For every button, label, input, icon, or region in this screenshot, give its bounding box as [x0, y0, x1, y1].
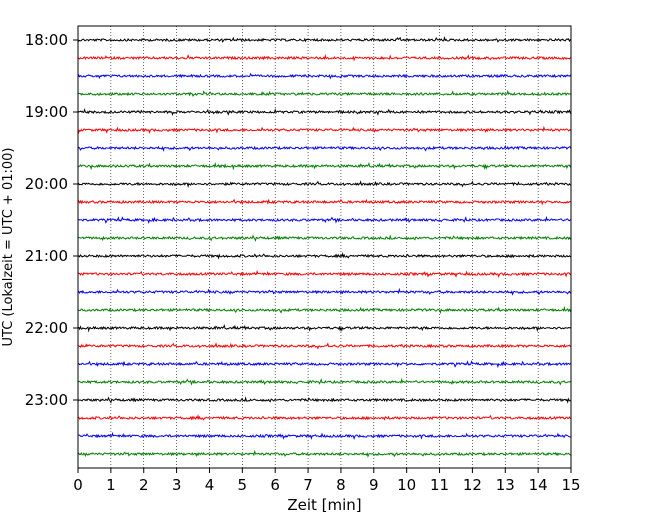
- y-axis-label: UTC (Lokalzeit = UTC + 01:00): [1, 148, 16, 347]
- x-tick-label: 15: [561, 476, 580, 494]
- seismogram-trace: [77, 198, 572, 206]
- seismogram-trace: [77, 324, 572, 333]
- x-tick-label: 12: [463, 476, 482, 494]
- x-tick-label: 5: [238, 476, 248, 494]
- seismogram-trace: [77, 431, 572, 440]
- x-tick-label: 13: [496, 476, 515, 494]
- seismogram-trace: [77, 234, 572, 242]
- seismogram-trace: [77, 396, 572, 404]
- seismogram-trace: [77, 107, 572, 116]
- x-tick-label: 1: [106, 476, 116, 494]
- seismogram-trace: [77, 180, 572, 189]
- seismogram-trace: [77, 377, 572, 386]
- y-tick-label: 23:00: [25, 391, 68, 409]
- x-tick-label: 4: [205, 476, 215, 494]
- x-tick-label: 10: [397, 476, 416, 494]
- seismogram-trace: [77, 360, 572, 369]
- x-tick-label: 6: [270, 476, 280, 494]
- seismogram-trace: [77, 89, 572, 98]
- y-axis-ticks: 18:00 19:00 20:00 21:00 22:00 23:00: [25, 31, 78, 409]
- y-tick-label: 21:00: [25, 247, 68, 265]
- x-axis-ticks: 0 1 2 3 4 5 6 7 8 9 10 11 12 13 14 15: [73, 468, 581, 494]
- x-tick-label: 8: [336, 476, 346, 494]
- seismogram-trace: [77, 305, 572, 315]
- seismogram-trace: [77, 161, 572, 171]
- seismogram-trace: [77, 144, 572, 152]
- seismogram-trace: [77, 449, 572, 458]
- seismogram-trace: [77, 53, 572, 62]
- plot-frame: [77, 25, 572, 469]
- x-tick-label: 7: [303, 476, 313, 494]
- seismogram-trace: [77, 125, 572, 134]
- y-tick-label: 19:00: [25, 103, 68, 121]
- x-tick-label: 3: [172, 476, 182, 494]
- seismogram-trace: [77, 215, 572, 225]
- seismogram-trace: [77, 342, 572, 350]
- x-tick-label: 0: [73, 476, 83, 494]
- seismogram-trace: [77, 72, 572, 80]
- x-tick-label: 11: [430, 476, 449, 494]
- y-tick-label: 22:00: [25, 319, 68, 337]
- seismogram-trace: [77, 414, 572, 421]
- x-tick-label: 14: [529, 476, 548, 494]
- seismogram-trace: [77, 269, 572, 278]
- y-tick-label: 20:00: [25, 175, 68, 193]
- x-axis-label: Zeit [min]: [287, 496, 361, 514]
- seismogram-trace: [77, 35, 572, 43]
- seismogram-trace: [77, 251, 572, 260]
- y-tick-label: 18:00: [25, 31, 68, 49]
- x-tick-label: 9: [369, 476, 379, 494]
- x-tick-label: 2: [139, 476, 149, 494]
- seismogram-trace: [77, 287, 572, 296]
- trace-group: [77, 35, 572, 458]
